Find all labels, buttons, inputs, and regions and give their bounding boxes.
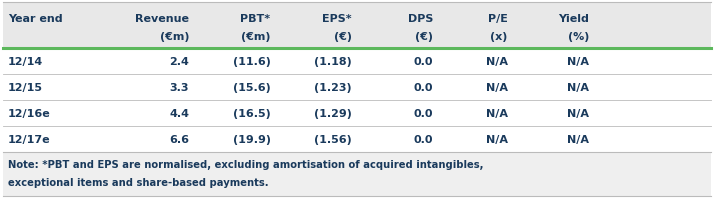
Text: 2.4: 2.4	[169, 57, 189, 67]
Text: 12/15: 12/15	[8, 83, 43, 93]
Text: 12/14: 12/14	[8, 57, 44, 67]
Text: (1.56): (1.56)	[314, 134, 352, 144]
Text: DPS: DPS	[408, 14, 433, 24]
Bar	[3, 152, 711, 196]
Text: Yield: Yield	[558, 14, 589, 24]
Text: N/A: N/A	[486, 83, 508, 93]
Text: N/A: N/A	[567, 57, 589, 67]
Text: P/E: P/E	[488, 14, 508, 24]
Text: N/A: N/A	[567, 83, 589, 93]
Text: 12/16e: 12/16e	[8, 108, 51, 118]
Text: N/A: N/A	[486, 108, 508, 118]
Text: (€): (€)	[334, 32, 352, 42]
Text: 0.0: 0.0	[414, 134, 433, 144]
Bar	[3, 126, 711, 152]
Text: (15.6): (15.6)	[233, 83, 271, 93]
Text: (1.18): (1.18)	[314, 57, 352, 67]
Text: N/A: N/A	[567, 108, 589, 118]
Text: (1.23): (1.23)	[314, 83, 352, 93]
Text: (%): (%)	[568, 32, 589, 42]
Text: N/A: N/A	[567, 134, 589, 144]
Text: Revenue: Revenue	[135, 14, 189, 24]
Text: 0.0: 0.0	[414, 83, 433, 93]
Text: N/A: N/A	[486, 57, 508, 67]
Text: (11.6): (11.6)	[233, 57, 271, 67]
Text: exceptional items and share-based payments.: exceptional items and share-based paymen…	[8, 177, 268, 187]
Text: EPS*: EPS*	[323, 14, 352, 24]
Bar	[3, 3, 711, 49]
Text: (€): (€)	[416, 32, 433, 42]
Text: (€m): (€m)	[160, 32, 189, 42]
Text: (x): (x)	[491, 32, 508, 42]
Text: 3.3: 3.3	[170, 83, 189, 93]
Text: (16.5): (16.5)	[233, 108, 271, 118]
Text: 0.0: 0.0	[414, 108, 433, 118]
Bar	[3, 75, 711, 101]
Text: (19.9): (19.9)	[233, 134, 271, 144]
Text: 4.4: 4.4	[169, 108, 189, 118]
Text: Note: *PBT and EPS are normalised, excluding amortisation of acquired intangible: Note: *PBT and EPS are normalised, exclu…	[8, 160, 483, 169]
Text: Year end: Year end	[8, 14, 63, 24]
Bar	[3, 49, 711, 75]
Text: (1.29): (1.29)	[314, 108, 352, 118]
Text: (€m): (€m)	[241, 32, 271, 42]
Text: N/A: N/A	[486, 134, 508, 144]
Bar	[3, 101, 711, 126]
Text: PBT*: PBT*	[241, 14, 271, 24]
Text: 6.6: 6.6	[169, 134, 189, 144]
Text: 12/17e: 12/17e	[8, 134, 51, 144]
Text: 0.0: 0.0	[414, 57, 433, 67]
